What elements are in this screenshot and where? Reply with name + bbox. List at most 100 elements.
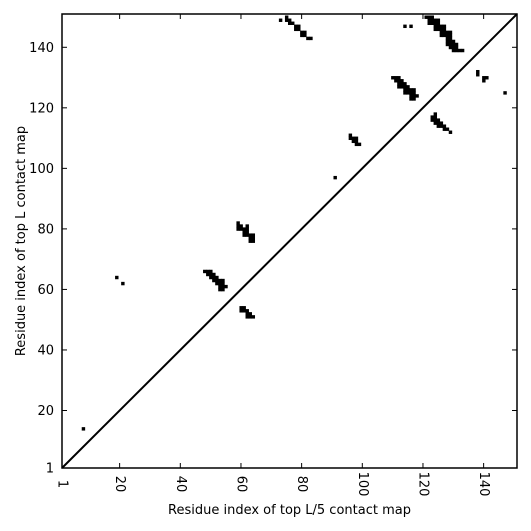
contact-cell [245, 227, 249, 231]
contact-cell [397, 79, 401, 83]
contact-cell [291, 21, 295, 25]
contact-cells [81, 15, 507, 431]
contact-cell [218, 278, 222, 283]
contact-cell [439, 124, 444, 128]
contact-cell [436, 118, 441, 122]
contact-cell [430, 115, 434, 119]
contact-cell [245, 312, 249, 316]
contact-cell [409, 91, 413, 95]
contact-cell [348, 133, 353, 137]
contact-cell [409, 97, 413, 101]
contact-cell [445, 30, 450, 35]
contact-cell [251, 233, 256, 237]
y-tick-label: 140 [29, 41, 54, 56]
contact-cell [442, 33, 447, 38]
contact-cell [245, 315, 249, 319]
contact-cell [212, 278, 216, 283]
y-tick-label: 1 [46, 462, 54, 477]
contact-cell [482, 76, 486, 80]
y-tick-label: 100 [29, 162, 54, 177]
contact-cell [245, 230, 249, 234]
contact-cell [248, 312, 252, 316]
contact-cell [303, 30, 307, 35]
contact-cell [348, 136, 353, 141]
contact-cell [454, 48, 459, 53]
contact-cell [409, 94, 413, 98]
contact-cell [403, 82, 407, 86]
contact-cell [236, 224, 240, 228]
contact-cell [403, 24, 407, 29]
contact-cell [333, 175, 337, 180]
contact-cell [236, 221, 240, 225]
x-tick-label: 120 [415, 472, 430, 497]
contact-cell [212, 272, 216, 277]
contact-cell [451, 45, 456, 50]
contact-cell [248, 315, 252, 319]
contact-cell [397, 85, 401, 89]
contact-cell [239, 306, 243, 310]
contact-cell [445, 33, 450, 38]
y-tick-label: 60 [37, 283, 54, 298]
x-tick-label: 60 [233, 476, 248, 493]
contact-cell [427, 15, 431, 19]
contact-cell [454, 42, 459, 47]
contact-cell [251, 236, 256, 240]
contact-cell [439, 24, 444, 29]
contact-cell [303, 33, 307, 38]
contact-cell [442, 27, 447, 32]
contact-cell [445, 36, 450, 41]
contact-cell [242, 227, 246, 231]
x-axis-label: Residue index of top L/5 contact map [168, 503, 411, 518]
contact-cell [448, 33, 453, 38]
contact-cell [212, 275, 216, 280]
contact-cell [251, 239, 256, 243]
contact-cell [454, 45, 459, 50]
contact-cell [351, 139, 356, 144]
contact-cell [445, 42, 450, 47]
contact-cell [412, 97, 416, 101]
contact-cell [412, 94, 416, 98]
contact-cell [427, 21, 431, 25]
contact-cell [433, 27, 438, 32]
contact-cell [460, 48, 465, 53]
contact-cell [206, 272, 210, 277]
contact-cell [436, 124, 441, 128]
contact-cell [297, 24, 301, 29]
contact-cell [236, 227, 240, 231]
contact-cell [209, 269, 213, 274]
contact-cell [306, 36, 310, 41]
contact-cell [397, 82, 401, 86]
contact-cell [439, 33, 444, 38]
contact-cell [448, 39, 453, 44]
contact-cell [409, 88, 413, 92]
contact-cell [445, 39, 450, 44]
contact-cell [436, 21, 441, 25]
contact-cell [300, 30, 304, 35]
contact-cell [294, 27, 298, 32]
contact-cell [245, 224, 249, 228]
y-tick-label: 80 [37, 222, 54, 237]
contact-cell [476, 69, 480, 74]
contact-cell [115, 275, 119, 280]
contact-cell [415, 94, 419, 98]
contact-cell [294, 24, 298, 29]
contact-cell [394, 76, 398, 80]
contact-cell [433, 121, 438, 125]
contact-cell [412, 91, 416, 95]
contact-cell [351, 136, 356, 141]
contact-cell [400, 82, 404, 86]
contact-cell [442, 24, 447, 29]
contact-cell [215, 278, 219, 283]
contact-cell [482, 79, 486, 83]
y-tick-label: 20 [37, 404, 54, 419]
x-tick-label: 1 [55, 480, 70, 488]
contact-cell [448, 42, 453, 47]
contact-cell [451, 42, 456, 47]
contact-cell [427, 18, 431, 22]
contact-cell [503, 91, 507, 95]
contact-cell [436, 18, 441, 22]
contact-cell [354, 139, 359, 144]
contact-cell [442, 124, 447, 128]
contact-cell [391, 76, 395, 80]
